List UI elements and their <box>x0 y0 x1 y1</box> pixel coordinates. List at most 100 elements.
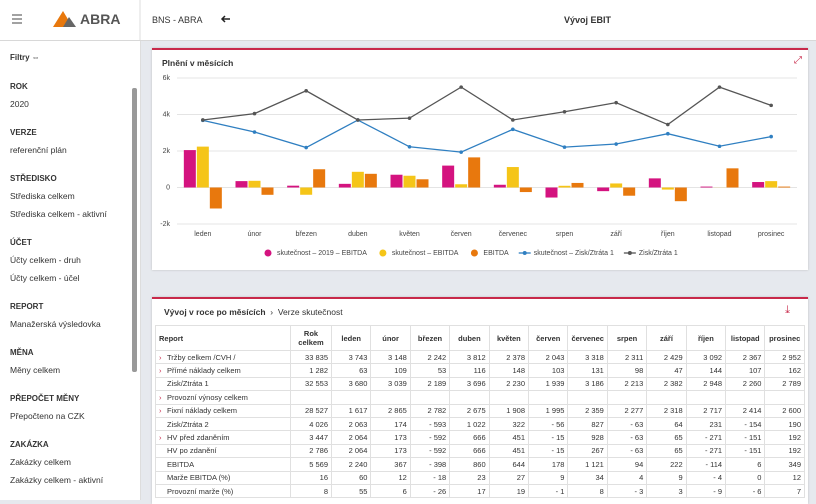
x-tick-label: březen <box>295 231 317 238</box>
row-label: Provozní výnosy celkem <box>167 393 248 402</box>
expander[interactable]: › <box>159 406 167 415</box>
cell: 103 <box>529 364 568 377</box>
bar <box>559 186 571 188</box>
row-label-cell: ›Přímé náklady celkem <box>156 364 291 377</box>
row-label-cell: ›Zisk/Ztráta 2 <box>156 417 291 430</box>
back-button[interactable] <box>222 16 230 22</box>
line <box>203 120 771 152</box>
expander[interactable]: › <box>159 393 167 402</box>
cell: 107 <box>726 364 765 377</box>
filters[interactable]: Filtry ⇔ <box>10 53 140 62</box>
point <box>563 145 567 149</box>
table-title: Vývoj v roce po měsících <box>164 307 266 317</box>
row-label: Zisk/Ztráta 1 <box>167 379 209 388</box>
cell: 860 <box>450 458 489 471</box>
filter-item[interactable]: Přepočteno na CZK <box>10 411 140 420</box>
cell: 2 948 <box>686 377 725 390</box>
cell: 173 <box>371 431 410 444</box>
bar <box>572 183 584 188</box>
cell: 94 <box>607 458 646 471</box>
legend-label[interactable]: skutečnost – EBITDA <box>392 250 459 257</box>
row-label: EBITDA <box>167 460 194 469</box>
filter-item[interactable]: Účty celkem - druh <box>10 255 140 264</box>
cell: 1 022 <box>450 417 489 430</box>
filter-item[interactable]: Střediska celkem <box>10 191 140 200</box>
cell: 2 064 <box>332 431 371 444</box>
cell: 666 <box>450 444 489 457</box>
cell: - 271 <box>686 431 725 444</box>
row-label: Přímé náklady celkem <box>167 366 241 375</box>
filter-item[interactable]: referenční plán <box>10 145 140 154</box>
cell: - 271 <box>686 444 725 457</box>
cell: 6 <box>726 458 765 471</box>
cell: 2 230 <box>489 377 528 390</box>
cell: - 593 <box>410 417 449 430</box>
cell <box>291 391 332 404</box>
cell: 3 447 <box>291 431 332 444</box>
line <box>203 87 771 124</box>
cell <box>568 391 607 404</box>
row-label-cell: ›Provozní marže (%) <box>156 484 291 497</box>
cell: 2 378 <box>489 351 528 364</box>
cell: 2 063 <box>332 417 371 430</box>
filter-item[interactable]: Zakázky celkem <box>10 457 140 466</box>
header: ABRA BNS - ABRA Vývoj EBIT <box>0 0 816 41</box>
x-tick-label: únor <box>247 231 262 238</box>
bar <box>352 172 364 188</box>
cell: 3 743 <box>332 351 371 364</box>
cell: 2 240 <box>332 458 371 471</box>
legend-label[interactable]: skutečnost – 2019 – EBITDA <box>277 250 367 257</box>
cell: 65 <box>647 444 686 457</box>
legend-label[interactable]: Zisk/Ztráta 1 <box>639 250 678 257</box>
section-label: ROK <box>10 82 140 91</box>
cell: 32 553 <box>291 377 332 390</box>
cell: - 151 <box>726 431 765 444</box>
bar <box>752 182 764 187</box>
cell: 644 <box>489 458 528 471</box>
cell: 162 <box>765 364 805 377</box>
table-row: ›Provozní výnosy celkem <box>156 391 805 404</box>
bar <box>765 181 777 187</box>
filter-item[interactable]: Střediska celkem - aktivní <box>10 209 140 218</box>
bar <box>649 178 661 187</box>
cell: 9 <box>647 471 686 484</box>
bar <box>391 175 403 188</box>
filter-item[interactable]: Účty celkem - účel <box>10 273 140 282</box>
cell: 2 260 <box>726 377 765 390</box>
legend-label[interactable]: skutečnost – Zisk/Ztráta 1 <box>534 250 614 257</box>
cell: 3 <box>647 484 686 497</box>
cell: 928 <box>568 431 607 444</box>
row-label: Provozní marže (%) <box>167 487 233 496</box>
column-header: listopad <box>726 326 765 351</box>
cell: 2 367 <box>726 351 765 364</box>
row-label: Zisk/Ztráta 2 <box>167 420 209 429</box>
cell: 8 <box>568 484 607 497</box>
expander[interactable]: › <box>159 366 167 375</box>
filter-item[interactable]: Manažerská výsledovka <box>10 319 140 328</box>
menu-button[interactable] <box>12 15 22 23</box>
filter-item[interactable]: 2020 <box>10 99 140 108</box>
bar <box>236 181 248 187</box>
filter-item[interactable]: Zakázky celkem - aktivní <box>10 475 140 484</box>
expander[interactable]: › <box>159 433 167 442</box>
legend-label[interactable]: EBITDA <box>483 250 509 257</box>
cell: 60 <box>332 471 371 484</box>
company[interactable]: BNS - ABRA <box>152 15 203 25</box>
x-tick-label: prosinec <box>758 231 785 238</box>
cell: - 9 <box>686 484 725 497</box>
cell: 2 786 <box>291 444 332 457</box>
scrollbar[interactable] <box>132 88 137 372</box>
cell: 2 429 <box>647 351 686 364</box>
legend-swatch <box>523 251 527 255</box>
expander[interactable]: › <box>159 353 167 362</box>
download-button[interactable]: ⤓ <box>785 304 790 317</box>
cell: 23 <box>450 471 489 484</box>
filter-item[interactable]: Měny celkem <box>10 365 140 374</box>
cell: - 63 <box>607 444 646 457</box>
point <box>459 85 463 89</box>
